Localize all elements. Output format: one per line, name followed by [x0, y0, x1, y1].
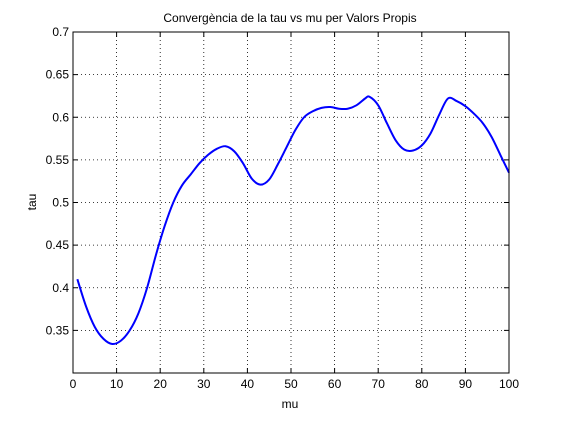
series-line: [76, 95, 510, 346]
y-tick-label: 0.35: [46, 323, 70, 337]
x-tick-label: 80: [415, 377, 429, 391]
grid: [73, 32, 509, 373]
y-tick-label: 0.6: [52, 110, 69, 124]
y-tick-label: 0.4: [52, 281, 69, 295]
x-tick-label: 90: [459, 377, 473, 391]
x-tick-label: 70: [372, 377, 386, 391]
x-axis-label: mu: [282, 397, 299, 411]
series-layer: [76, 95, 510, 346]
x-tick-label: 30: [197, 377, 211, 391]
plot-frame: [72, 31, 510, 374]
y-tick-label: 0.55: [46, 153, 70, 167]
x-tick-label: 50: [284, 377, 298, 391]
x-tick-label: 100: [499, 377, 519, 391]
y-axis-label: tau: [25, 194, 39, 211]
y-tick-label: 0.7: [52, 25, 69, 39]
y-tick-label: 0.45: [46, 238, 70, 252]
y-tick-label: 0.65: [46, 68, 70, 82]
ticks: [72, 31, 510, 373]
x-tick-label: 0: [70, 377, 77, 391]
x-tick-label: 10: [110, 377, 124, 391]
chart-title: Convergència de la tau vs mu per Valors …: [163, 11, 416, 25]
tick-labels: 0 10 20 30 40 50 60 70 80 90 100 0.35 0.4 0.45 0.5 0.55…: [46, 25, 520, 391]
x-tick-label: 60: [328, 377, 342, 391]
y-tick-label: 0.5: [52, 196, 69, 210]
x-tick-label: 20: [154, 377, 168, 391]
x-tick-label: 40: [241, 377, 255, 391]
